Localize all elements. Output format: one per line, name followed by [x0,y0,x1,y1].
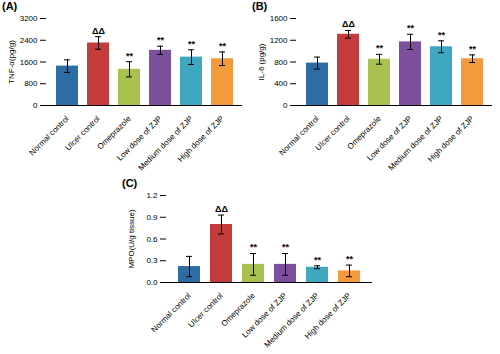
svg-text:High dose of ZJP: High dose of ZJP [176,114,226,164]
svg-text:1600: 1600 [270,14,288,23]
svg-text:**: ** [219,41,227,51]
svg-text:Normal control: Normal control [28,114,71,157]
svg-text:**: ** [157,35,165,45]
svg-text:TNF-α(pg/g): TNF-α(pg/g) [7,40,16,84]
svg-text:800: 800 [24,79,38,88]
html-text:(C): (C) [122,177,138,189]
svg-text:**: ** [188,39,196,49]
svg-text:**: ** [282,242,290,252]
svg-text:ΔΔ: ΔΔ [215,204,228,214]
svg-text:ΔΔ: ΔΔ [92,26,105,36]
svg-text:0.6: 0.6 [146,235,158,244]
html-text:(A): (A) [2,0,18,12]
svg-text:Low dose of ZJP: Low dose of ZJP [365,114,414,163]
svg-text:Omeprazole: Omeprazole [95,114,133,152]
svg-text:Ulcer control: Ulcer control [63,114,102,153]
svg-text:Normal control: Normal control [278,114,321,157]
svg-text:1200: 1200 [270,36,288,45]
svg-text:Medium dose of ZJP: Medium dose of ZJP [386,114,444,172]
svg-text:0.3: 0.3 [146,256,158,265]
svg-text:Omeprazole: Omeprazole [219,291,257,329]
svg-text:1600: 1600 [20,58,38,67]
svg-text:0: 0 [283,101,288,110]
svg-text:**: ** [314,255,322,265]
svg-text:ΔΔ: ΔΔ [342,19,355,29]
svg-text:Low dose of ZJP: Low dose of ZJP [240,291,289,340]
svg-text:**: ** [376,43,384,53]
svg-text:Medium dose of ZJP: Medium dose of ZJP [136,114,194,172]
svg-text:High dose of ZJP: High dose of ZJP [426,114,476,164]
svg-text:**: ** [469,44,477,54]
svg-text:**: ** [250,242,258,252]
svg-text:0.9: 0.9 [146,213,158,222]
html-text:(B): (B) [252,0,268,12]
svg-text:400: 400 [274,79,288,88]
svg-text:IL-6 (pg/g): IL-6 (pg/g) [257,43,266,80]
svg-text:Medium dose of ZJP: Medium dose of ZJP [262,291,320,349]
svg-text:**: ** [346,254,354,264]
svg-text:3200: 3200 [20,14,38,23]
svg-text:**: ** [438,30,446,40]
svg-text:Ulcer control: Ulcer control [313,114,352,153]
svg-text:High dose of ZJP: High dose of ZJP [303,291,353,341]
svg-text:Omeprazole: Omeprazole [345,114,383,152]
svg-text:1.2: 1.2 [146,191,158,200]
svg-text:Low dose of ZJP: Low dose of ZJP [115,114,164,163]
svg-text:0.0: 0.0 [146,278,158,287]
svg-text:0: 0 [33,101,38,110]
svg-text:MPO(U/g tissue): MPO(U/g tissue) [127,209,136,268]
svg-text:Normal control: Normal control [150,291,193,334]
svg-text:800: 800 [274,58,288,67]
svg-text:**: ** [126,51,134,61]
svg-text:**: ** [407,23,415,33]
svg-text:Ulcer control: Ulcer control [187,291,225,329]
svg-text:2400: 2400 [20,36,38,45]
